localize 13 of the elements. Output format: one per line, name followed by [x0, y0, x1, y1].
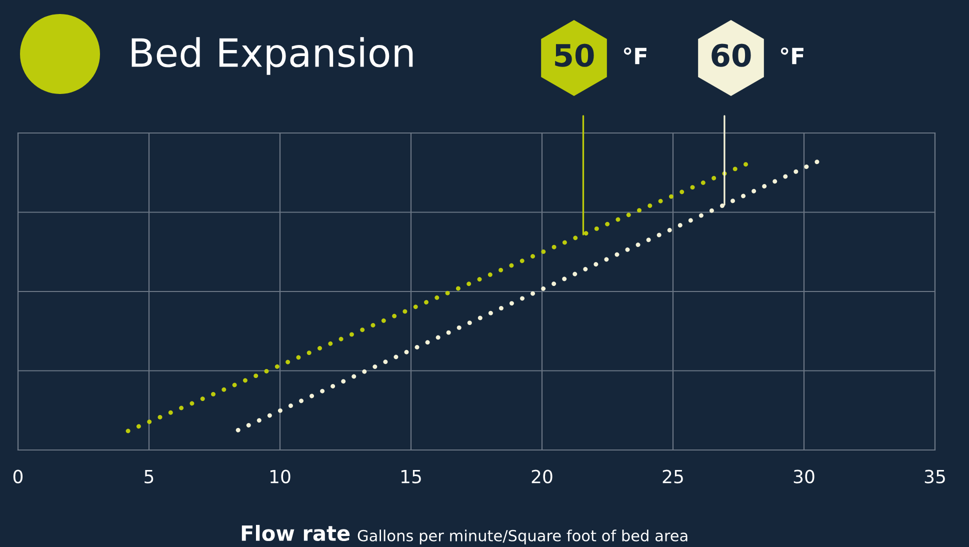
- x-tick-label: 5: [144, 470, 154, 484]
- chart-title: Bed Expansion: [132, 37, 413, 75]
- x-tick-label: 10: [270, 470, 290, 484]
- x-tick-label: 20: [532, 470, 552, 484]
- text: 60 °F: [712, 44, 804, 67]
- x-axis-title: Flow rate: [242, 524, 350, 542]
- x-tick-label: 25: [662, 470, 683, 484]
- text: 50 °F: [555, 44, 646, 67]
- x-tick-label: 30: [794, 470, 814, 484]
- text: Gallons per minute/Square foot of bed area: [358, 530, 688, 544]
- x-tick-label: 15: [401, 470, 421, 484]
- x-tick-label: 0: [13, 470, 23, 484]
- x-tick-label: 35: [924, 470, 945, 484]
